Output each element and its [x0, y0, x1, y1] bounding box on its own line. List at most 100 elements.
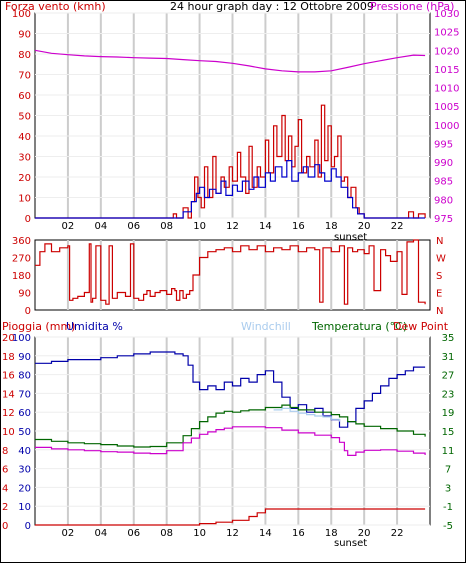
panel3-rain-tick: 2	[2, 502, 8, 513]
panel3-rain-tick: 18	[2, 352, 15, 363]
dewpoint-axis-label: Dew Point	[393, 320, 449, 333]
panel3-x-tick: 08	[160, 528, 173, 539]
panel1-left-tick: 30	[18, 153, 31, 164]
panel1-right-tick: 1015	[434, 65, 459, 76]
panel3-ticks: 02 04 06 08 10 12 14 16 18 20 22 0 0 -5 10 2 -1 20 4 3 30 6 7 4…	[2, 333, 454, 539]
pressure-axis-label: Pressione (hPa)	[370, 0, 454, 13]
panel3-x-tick: 04	[94, 528, 107, 539]
series-vento	[35, 160, 426, 219]
panel2-left-tick: 270	[12, 254, 31, 265]
wind-speed-axis-label: Forza vento (kmh)	[5, 0, 106, 13]
panel1-right-tick: 975	[434, 214, 453, 225]
panel1-right-tick: 1030	[434, 9, 459, 20]
series-wind-direction	[35, 239, 426, 305]
panel3-humidity-tick: 20	[18, 483, 31, 494]
panel3-x-tick: 12	[226, 528, 239, 539]
panel1-right-tick: 980	[434, 195, 453, 206]
panel3-temperature-tick: 11	[442, 446, 455, 457]
panel3-rain-tick: 10	[2, 427, 15, 438]
panel3-humidity-tick: 90	[18, 352, 31, 363]
panel3-rain-tick: 6	[2, 465, 8, 476]
panel1-left-tick: 70	[18, 71, 31, 82]
panel1-x-tick: 20	[358, 221, 371, 232]
panel3-humidity-tick: 60	[18, 408, 31, 419]
panel1-x-tick: 16	[292, 221, 305, 232]
panel3-humidity-tick: 70	[18, 389, 31, 400]
panel3-x-tick: 22	[391, 528, 404, 539]
panel1-left-tick: 0	[25, 214, 31, 225]
temperature-axis-label: Temperatura (°C)	[311, 320, 407, 333]
panel2-left-tick: 0	[25, 306, 31, 317]
panel1-grid	[35, 12, 430, 219]
rain-axis-label: Pioggia (mm)	[2, 320, 75, 333]
panel1-left-tick: 80	[18, 50, 31, 61]
panel2-direction-label: N	[436, 306, 443, 317]
series-dew-point	[35, 426, 426, 456]
panel1-left-tick: 100	[12, 9, 31, 20]
panel2-left-tick: 90	[18, 289, 31, 300]
panel3-rain-tick: 16	[2, 371, 15, 382]
panel1-right-tick: 990	[434, 158, 453, 169]
panel3-temperature-tick: 31	[442, 352, 455, 363]
panel3-temperature-tick: 27	[442, 371, 455, 382]
panel3-rain-tick: 8	[2, 446, 8, 457]
panel3-rain-tick: 20	[2, 333, 15, 344]
wind-direction-panel: 0 N 90 E 180 S 270 W 360 N	[12, 236, 446, 317]
panel1-x-tick: 06	[127, 221, 140, 232]
panel3-x-tick: 06	[127, 528, 140, 539]
series-pioggia	[35, 508, 426, 526]
panel3-humidity-tick: 40	[18, 446, 31, 457]
panel3-x-tick: 14	[259, 528, 272, 539]
panel1-x-tick: 08	[160, 221, 173, 232]
panel3-rain-tick: 14	[2, 389, 15, 400]
panel3-temperature-tick: 7	[445, 465, 451, 476]
panel1-x-tick: 02	[62, 221, 75, 232]
panel3-temperature-tick: -5	[443, 521, 453, 532]
panel3-humidity-tick: 100	[12, 333, 31, 344]
panel3-temperature-tick: 35	[442, 333, 455, 344]
panel3-temperature-tick: 15	[442, 427, 455, 438]
panel1-right-tick: 1000	[434, 121, 459, 132]
panel3-temperature-tick: -1	[443, 502, 453, 513]
panel1-right-tick: 1010	[434, 84, 459, 95]
panel3-series	[35, 351, 426, 526]
panel3-humidity-tick: 80	[18, 371, 31, 382]
windchill-label: Windchill	[241, 320, 291, 333]
panel3-rain-tick: 4	[2, 483, 8, 494]
panel1-x-tick: 12	[226, 221, 239, 232]
panel1-series	[34, 49, 426, 219]
panel2-left-tick: 360	[12, 236, 31, 247]
humidity-axis-label: Umidita %	[66, 320, 123, 333]
panel1-left-tick: 20	[18, 173, 31, 184]
panel1-right-tick: 995	[434, 139, 453, 150]
panel3-humidity-tick: 50	[18, 427, 31, 438]
panel2-direction-label: E	[436, 289, 442, 300]
panel3-x-tick: 18	[325, 528, 338, 539]
panel1-x-tick: 22	[391, 221, 404, 232]
panel3-humidity-tick: 0	[25, 521, 31, 532]
panel3-rain-tick: 0	[2, 521, 8, 532]
series-raffica	[35, 104, 426, 219]
panel2-direction-label: S	[436, 271, 442, 282]
panel1-x-tick: 14	[259, 221, 272, 232]
panel3-sunset-label: sunset	[334, 538, 367, 549]
panel3-x-tick: 20	[358, 528, 371, 539]
temperature-humidity-panel: 02 04 06 08 10 12 14 16 18 20 22 0 0 -5 10 2 -1 20 4 3 30 6 7 4…	[2, 333, 454, 549]
chart-title: 24 hour graph day : 12 Ottobre 2009	[170, 0, 374, 13]
panel3-temperature-tick: 19	[442, 408, 455, 419]
panel3-humidity-tick: 10	[18, 502, 31, 513]
panel3-x-tick: 16	[292, 528, 305, 539]
panel2-ticks: 0 N 90 E 180 S 270 W 360 N	[12, 236, 446, 317]
panel1-x-tick: 18	[325, 221, 338, 232]
panel1-left-tick: 50	[18, 112, 31, 123]
panel3-x-tick: 10	[193, 528, 206, 539]
panel3-rain-tick: 12	[2, 408, 15, 419]
series-pressione	[34, 49, 426, 73]
panel1-right-tick: 1005	[434, 102, 459, 113]
panel1-left-tick: 10	[18, 194, 31, 205]
panel3-humidity-tick: 30	[18, 465, 31, 476]
panel2-direction-label: W	[436, 254, 446, 265]
panel1-left-tick: 90	[18, 30, 31, 41]
panel1-right-tick: 1020	[434, 46, 459, 57]
